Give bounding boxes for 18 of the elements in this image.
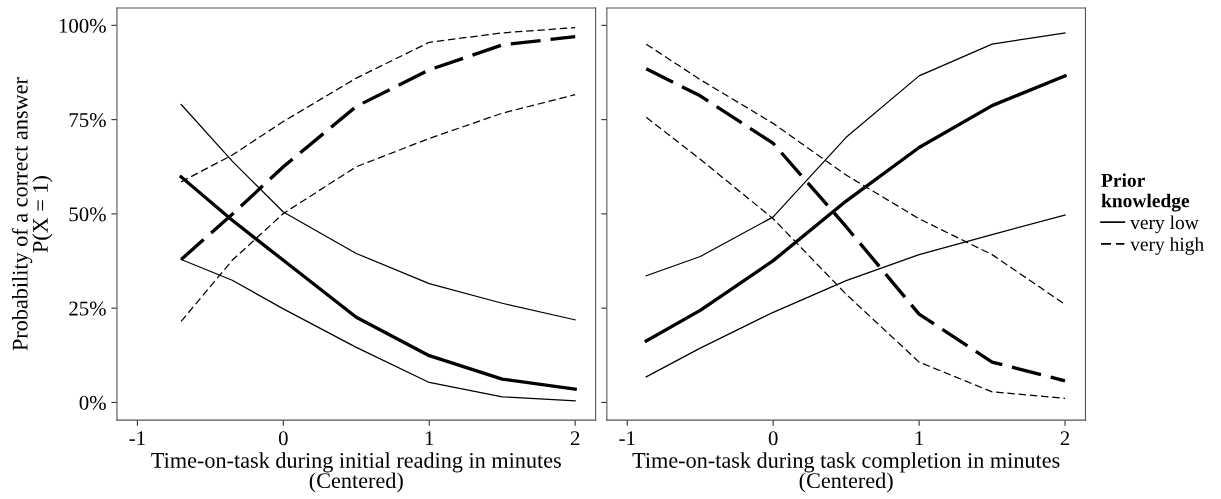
y-tick-label: 25% (69, 301, 106, 316)
legend-label: very high (1130, 237, 1204, 255)
x-tick-label: -1 (619, 431, 635, 446)
y-tick-label: 75% (69, 112, 106, 128)
x-tick-label: 1 (425, 431, 434, 446)
y-axis-title: Probability of a correct answer P(X = 1) (11, 77, 53, 351)
x-axis-title: Time-on-task during task completion in minutes (Centered) (632, 452, 1060, 493)
x-tick-label: -1 (129, 431, 145, 446)
x-tick-label: 0 (278, 431, 288, 446)
x-tick-label: 2 (570, 431, 580, 446)
y-tick-label: 0% (79, 395, 106, 410)
legend-label: very low (1130, 215, 1199, 234)
x-tick-label: 1 (915, 431, 924, 446)
x-tick-label: 2 (1060, 431, 1070, 446)
x-tick-label: 0 (768, 431, 778, 446)
y-tick-label: 50% (69, 207, 106, 222)
y-tick-label: 100% (59, 18, 106, 33)
x-axis-title: Time-on-task during initial reading in minutes (Centered) (151, 452, 561, 493)
